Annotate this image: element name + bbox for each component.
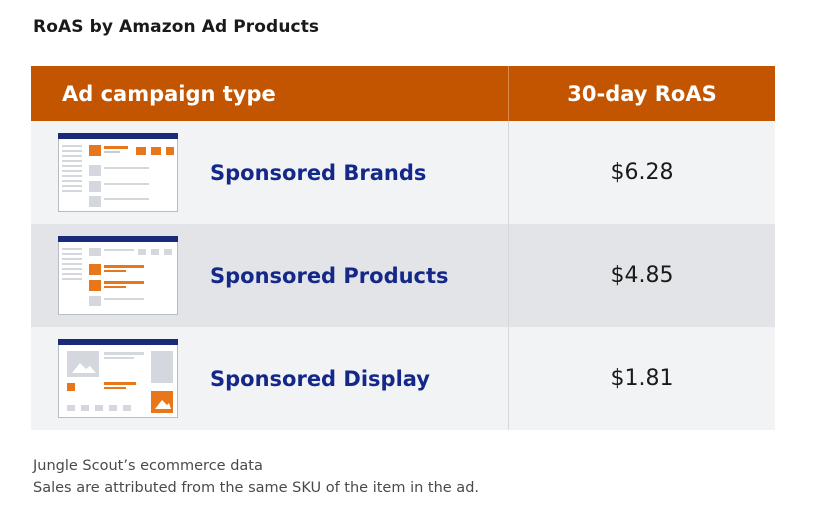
table-header: Ad campaign type 30-day RoAS xyxy=(31,66,775,121)
sponsored-brands-thumbnail-icon xyxy=(58,133,178,212)
campaign-type-name: Sponsored Brands xyxy=(210,160,427,185)
roas-table: Ad campaign type 30-day RoAS xyxy=(31,66,775,430)
source-note: Jungle Scout’s ecommerce data Sales are … xyxy=(33,455,479,499)
source-line: Jungle Scout’s ecommerce data xyxy=(33,458,263,474)
roas-value: $6.28 xyxy=(610,160,674,185)
table-row: Sponsored Brands $6.28 xyxy=(31,121,775,224)
table-row: Sponsored Products $4.85 xyxy=(31,224,775,327)
column-header-type: Ad campaign type xyxy=(31,66,509,121)
campaign-type-name: Sponsored Display xyxy=(210,366,430,391)
campaign-type-cell: Sponsored Products xyxy=(31,224,509,327)
roas-value: $1.81 xyxy=(610,366,674,391)
column-header-roas: 30-day RoAS xyxy=(567,81,717,106)
campaign-type-cell: Sponsored Display xyxy=(31,327,509,430)
roas-value: $4.85 xyxy=(610,263,674,288)
sponsored-products-thumbnail-icon xyxy=(58,236,178,315)
chart-title: RoAS by Amazon Ad Products xyxy=(33,17,320,37)
campaign-type-cell: Sponsored Brands xyxy=(31,121,509,224)
campaign-type-name: Sponsored Products xyxy=(210,263,449,288)
table-row: Sponsored Display $1.81 xyxy=(31,327,775,430)
attribution-note: Sales are attributed from the same SKU o… xyxy=(33,480,480,496)
sponsored-display-thumbnail-icon xyxy=(58,339,178,418)
